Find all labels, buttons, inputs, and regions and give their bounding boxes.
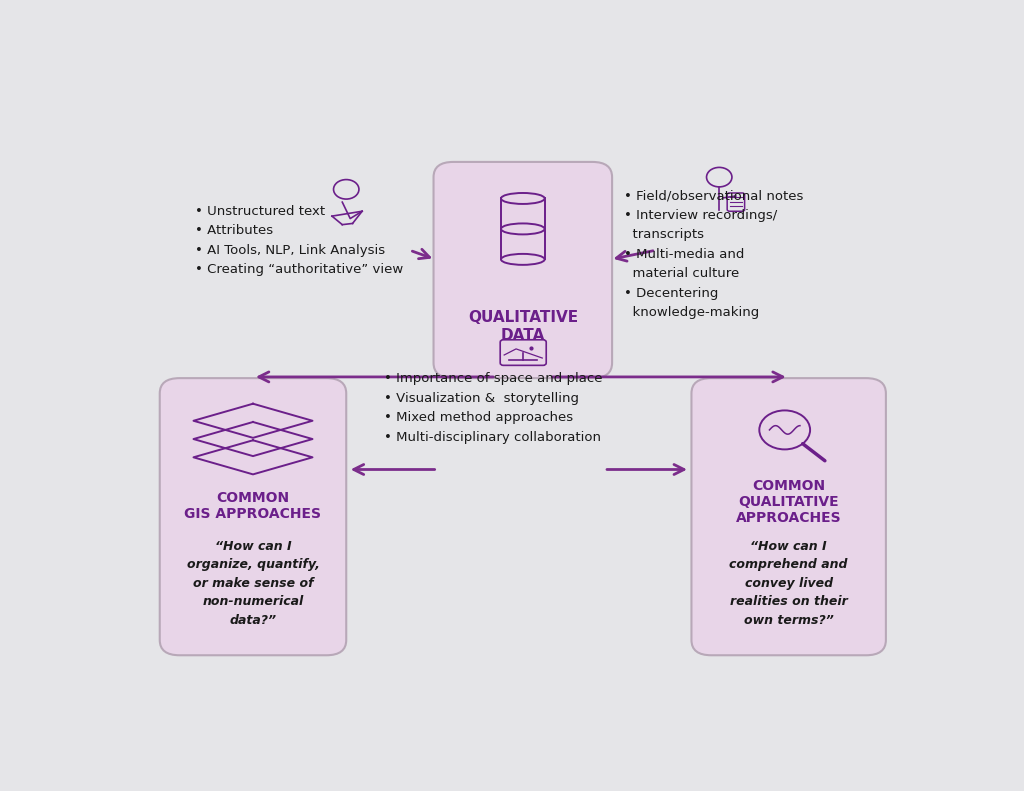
Text: • Field/observational notes
• Interview recordings/
  transcripts
• Multi-media : • Field/observational notes • Interview … bbox=[624, 189, 804, 320]
Text: • Unstructured text
• Attributes
• AI Tools, NLP, Link Analysis
• Creating “auth: • Unstructured text • Attributes • AI To… bbox=[196, 205, 403, 276]
Text: QUALITATIVE
DATA: QUALITATIVE DATA bbox=[468, 310, 578, 343]
FancyBboxPatch shape bbox=[691, 378, 886, 655]
Text: • Importance of space and place
• Visualization &  storytelling
• Mixed method a: • Importance of space and place • Visual… bbox=[384, 372, 603, 444]
FancyBboxPatch shape bbox=[433, 162, 612, 378]
FancyBboxPatch shape bbox=[160, 378, 346, 655]
Text: COMMON
QUALITATIVE
APPROACHES: COMMON QUALITATIVE APPROACHES bbox=[736, 479, 842, 525]
Text: “How can I
comprehend and
convey lived
realities on their
own terms?”: “How can I comprehend and convey lived r… bbox=[729, 539, 848, 626]
Text: “How can I
organize, quantify,
or make sense of
non-numerical
data?”: “How can I organize, quantify, or make s… bbox=[186, 539, 319, 626]
Text: COMMON
GIS APPROACHES: COMMON GIS APPROACHES bbox=[184, 490, 322, 521]
